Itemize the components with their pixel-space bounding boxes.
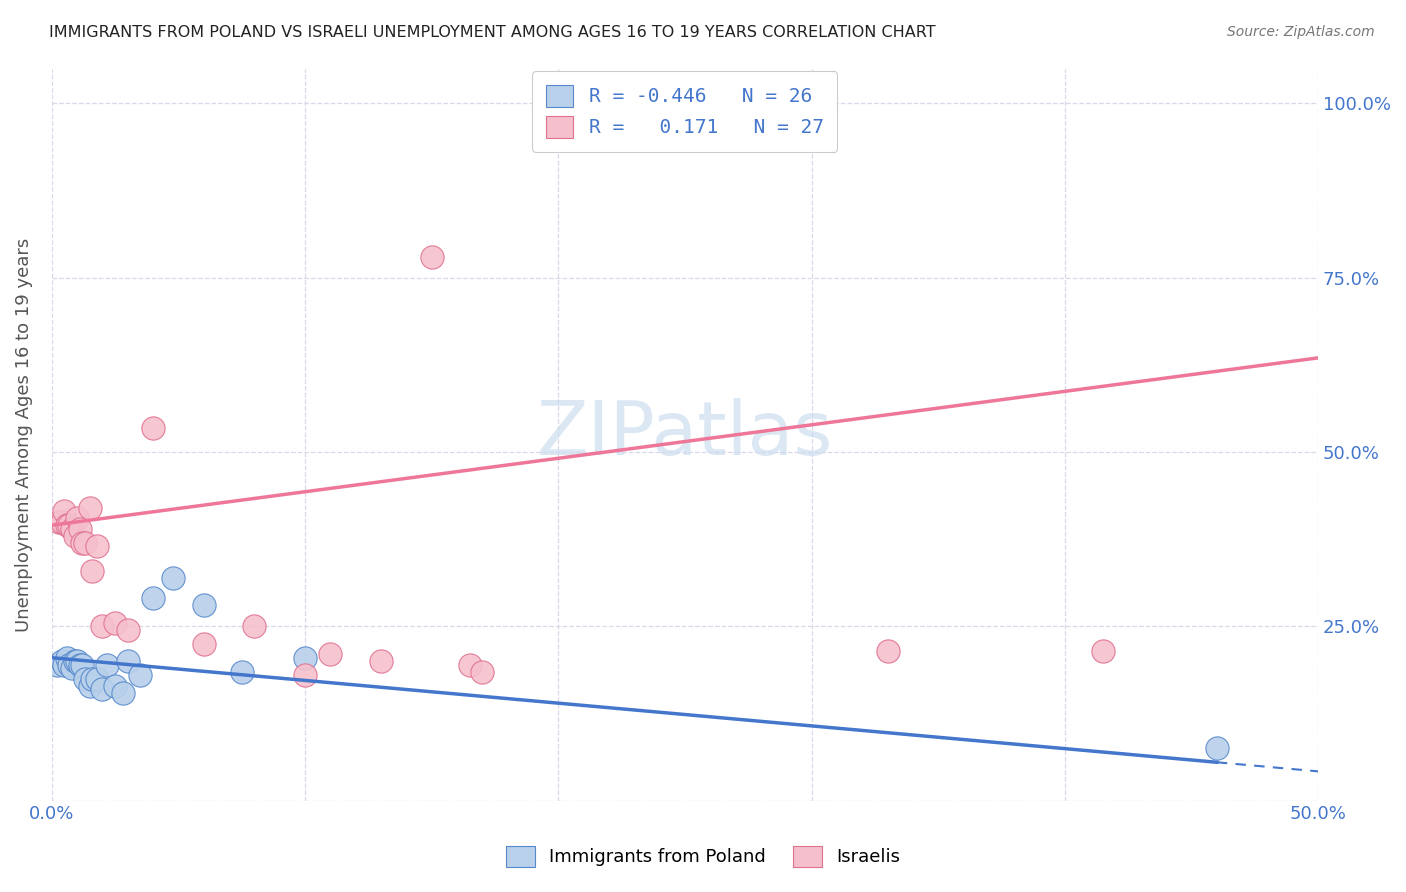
- Y-axis label: Unemployment Among Ages 16 to 19 years: Unemployment Among Ages 16 to 19 years: [15, 237, 32, 632]
- Point: [66, 511, 89, 525]
- Point: [70, 535, 93, 549]
- Point: [63, 654, 86, 668]
- Point: [73, 672, 96, 686]
- Legend: Immigrants from Poland, Israelis: Immigrants from Poland, Israelis: [496, 837, 910, 876]
- Legend: R = -0.446   N = 26, R =   0.171   N = 27: R = -0.446 N = 26, R = 0.171 N = 27: [533, 71, 838, 152]
- Point: [79, 679, 101, 693]
- Point: [69, 522, 91, 536]
- Point: [193, 637, 215, 651]
- Point: [294, 650, 316, 665]
- Point: [111, 685, 134, 699]
- Point: [162, 570, 184, 584]
- Point: [91, 681, 114, 696]
- Point: [63, 529, 86, 543]
- Point: [117, 654, 139, 668]
- Point: [58, 518, 80, 533]
- Point: [86, 539, 108, 553]
- Point: [51, 654, 73, 668]
- Point: [458, 657, 481, 672]
- Point: [82, 672, 104, 686]
- Point: [876, 643, 898, 657]
- Point: [294, 668, 316, 682]
- Point: [86, 672, 108, 686]
- Point: [193, 599, 215, 613]
- Point: [1091, 643, 1114, 657]
- Point: [60, 661, 83, 675]
- Point: [104, 615, 127, 630]
- Point: [370, 654, 392, 668]
- Point: [231, 665, 253, 679]
- Text: ZIPatlas: ZIPatlas: [537, 398, 834, 471]
- Point: [53, 657, 76, 672]
- Point: [70, 657, 93, 672]
- Point: [60, 522, 83, 536]
- Point: [79, 500, 101, 515]
- Point: [142, 420, 165, 434]
- Point: [1205, 741, 1227, 756]
- Point: [45, 657, 67, 672]
- Point: [51, 515, 73, 529]
- Point: [319, 647, 342, 661]
- Point: [58, 657, 80, 672]
- Point: [66, 654, 89, 668]
- Point: [243, 619, 266, 633]
- Point: [56, 518, 79, 533]
- Point: [69, 657, 91, 672]
- Point: [48, 515, 70, 529]
- Point: [142, 591, 165, 606]
- Point: [104, 679, 127, 693]
- Point: [129, 668, 152, 682]
- Point: [96, 657, 118, 672]
- Point: [82, 564, 104, 578]
- Point: [73, 535, 96, 549]
- Point: [471, 665, 494, 679]
- Point: [91, 619, 114, 633]
- Text: IMMIGRANTS FROM POLAND VS ISRAELI UNEMPLOYMENT AMONG AGES 16 TO 19 YEARS CORRELA: IMMIGRANTS FROM POLAND VS ISRAELI UNEMPL…: [49, 25, 936, 40]
- Point: [53, 504, 76, 518]
- Point: [56, 650, 79, 665]
- Point: [117, 623, 139, 637]
- Text: Source: ZipAtlas.com: Source: ZipAtlas.com: [1227, 25, 1375, 39]
- Point: [420, 250, 443, 264]
